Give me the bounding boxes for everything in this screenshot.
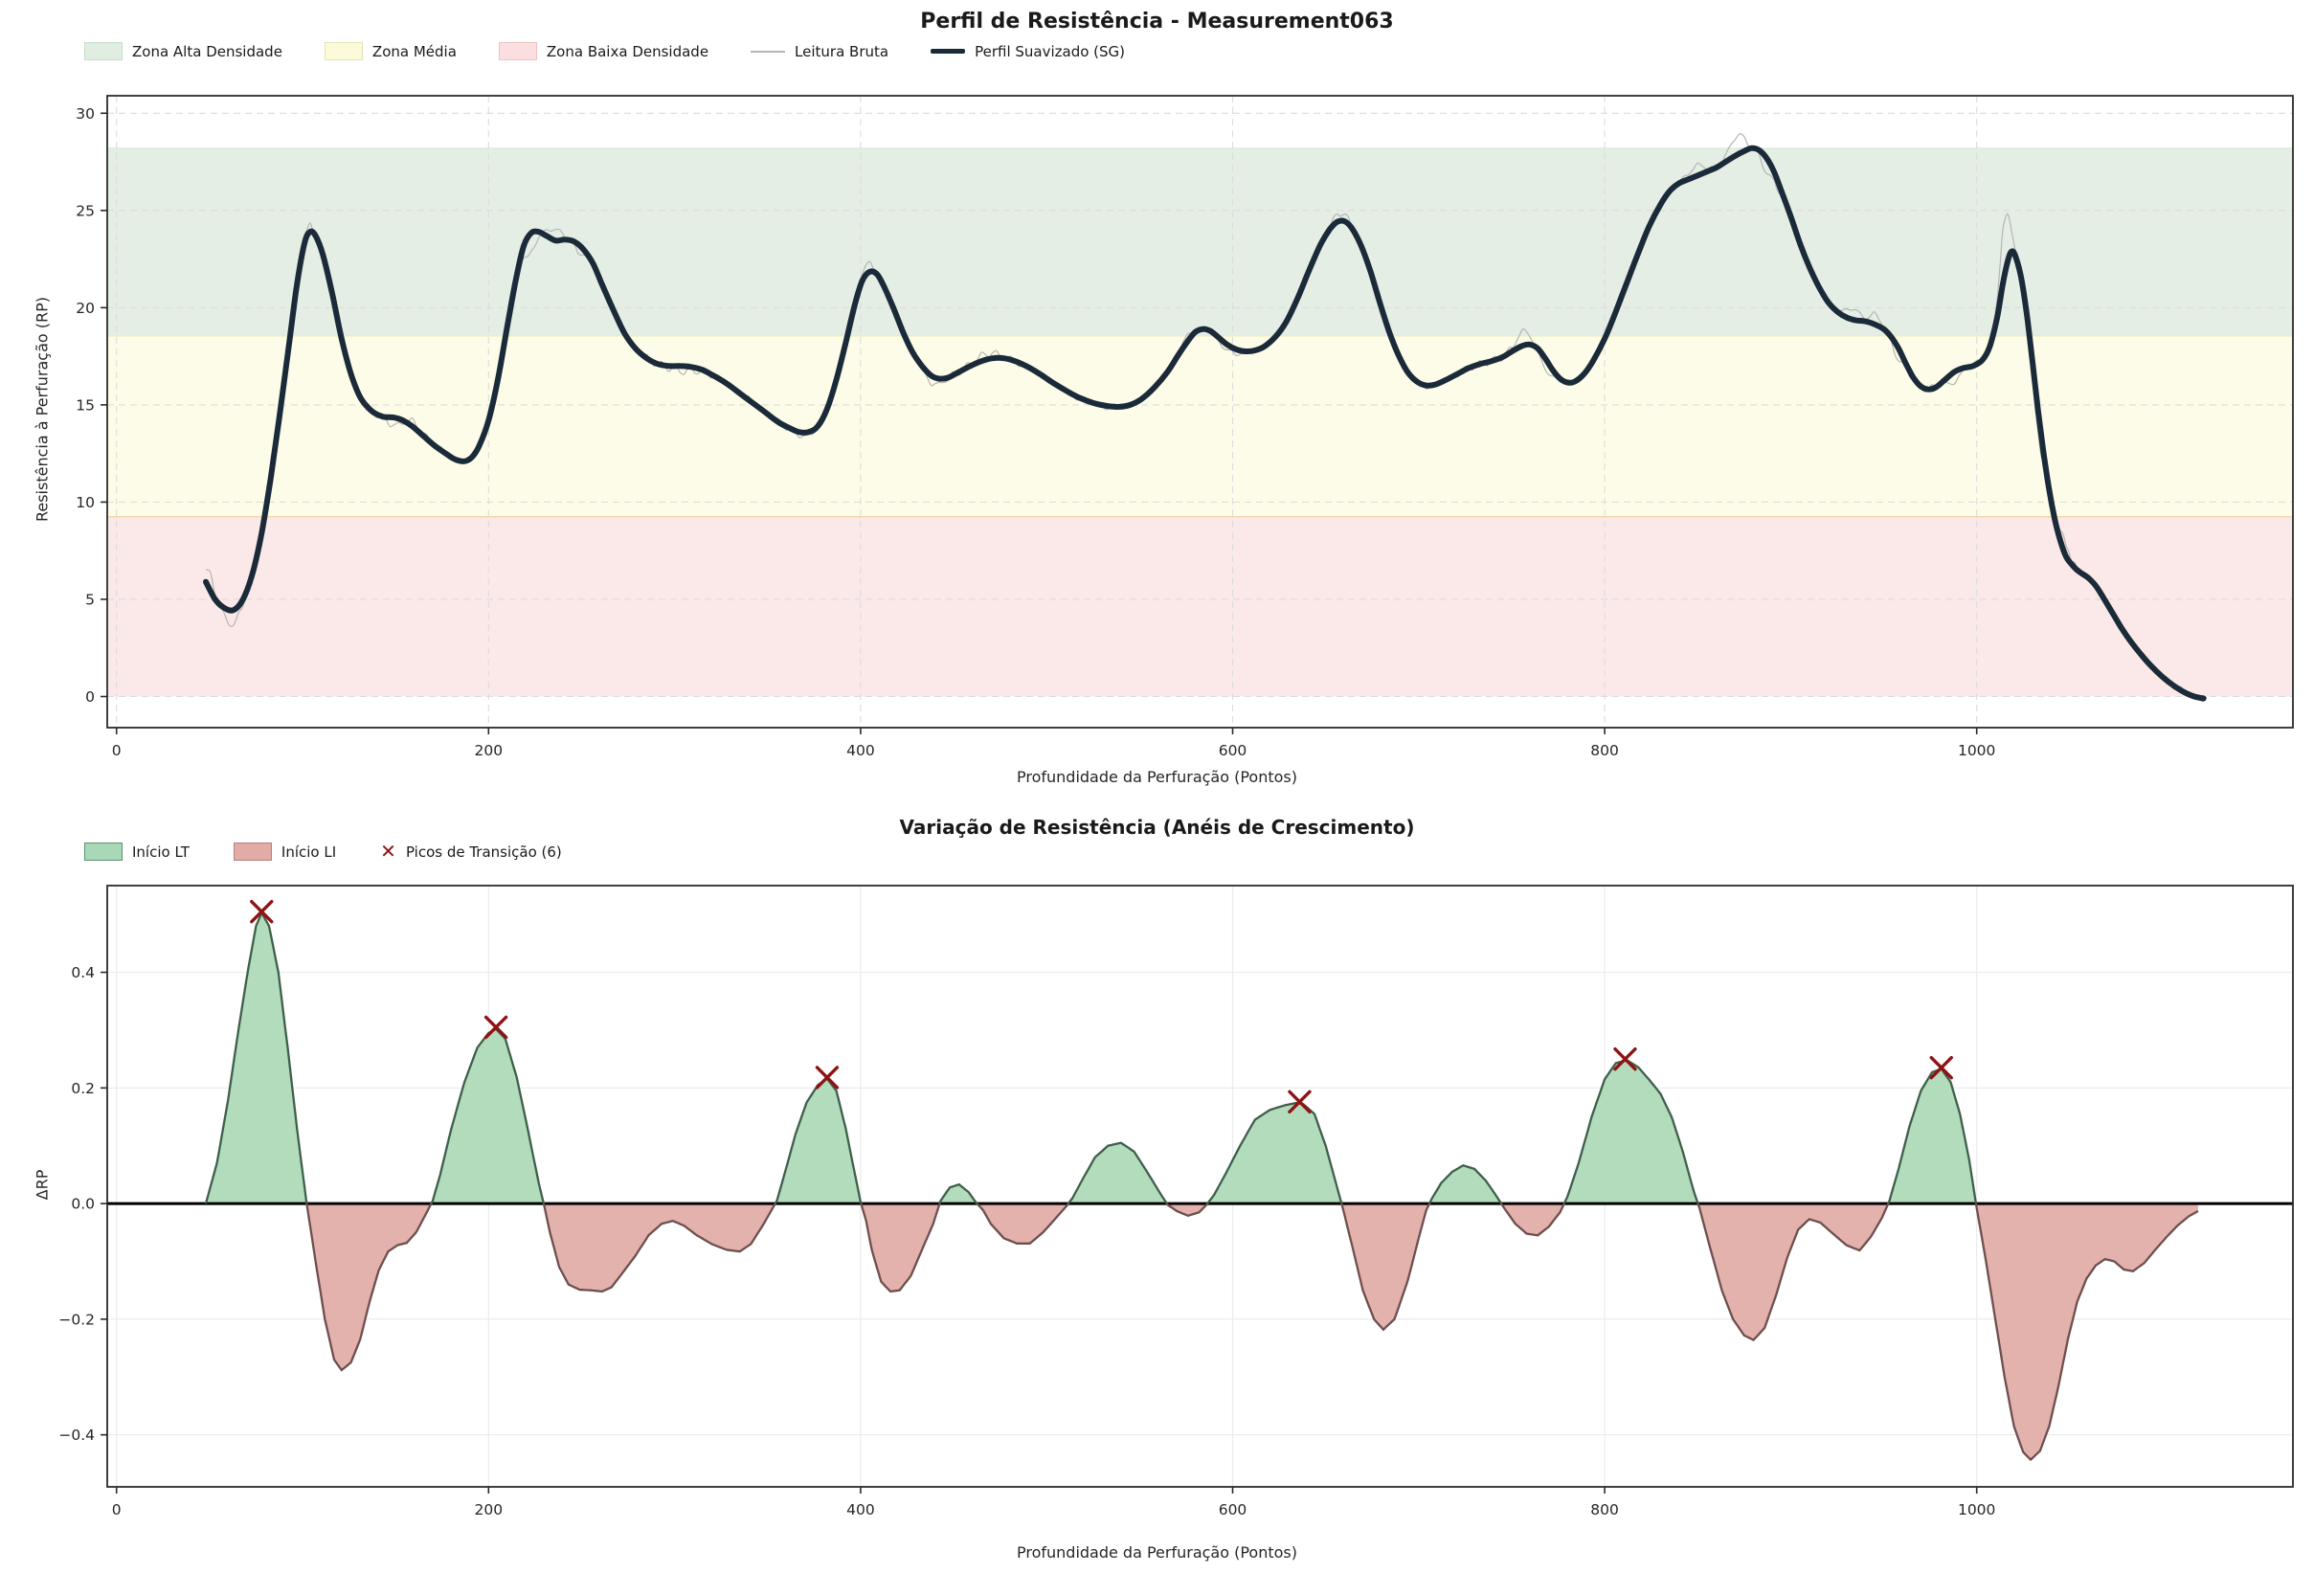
legend-item-zona-baixa: Zona Baixa Densidade bbox=[498, 42, 709, 60]
axes: 0 200 400 600 800 1000 0 5 10 15 20 25 30 bbox=[76, 95, 2294, 759]
resistance-profile-plot bbox=[107, 96, 2293, 728]
svg-text:400: 400 bbox=[846, 742, 875, 759]
legend-item-zona-alta: Zona Alta Densidade bbox=[84, 42, 282, 60]
delta-curve bbox=[1887, 1068, 1978, 1204]
legend-item-picos-transicao: ✕ Picos de Transição (6) bbox=[380, 840, 562, 863]
delta-curve bbox=[204, 910, 308, 1204]
bottom-x-axis-label: Profundidade da Perfuração (Pontos) bbox=[1016, 1543, 1297, 1562]
legend-label: Zona Baixa Densidade bbox=[546, 42, 709, 60]
svg-text:0.4: 0.4 bbox=[71, 964, 95, 981]
svg-text:0: 0 bbox=[112, 1501, 122, 1518]
delta-curve bbox=[938, 1182, 978, 1204]
li-negative-area bbox=[1697, 1203, 1889, 1340]
svg-text:200: 200 bbox=[475, 742, 504, 759]
delta-curve bbox=[1206, 1101, 1343, 1204]
delta-curve bbox=[1067, 1141, 1168, 1204]
axes: 0 200 400 600 800 1000 0.4 0.2 0.0 −0.2 −0.4 bbox=[58, 885, 2294, 1518]
smoothed-line-swatch bbox=[931, 49, 966, 54]
lt-positive-area bbox=[1563, 1060, 1698, 1204]
lt-positive-area bbox=[431, 1028, 544, 1204]
legend-label: Zona Alta Densidade bbox=[132, 42, 282, 60]
svg-text:−0.2: −0.2 bbox=[58, 1311, 95, 1328]
li-negative-area bbox=[1975, 1203, 2198, 1460]
legend-label: Início LI bbox=[281, 843, 337, 861]
svg-text:0: 0 bbox=[85, 688, 95, 706]
svg-text:5: 5 bbox=[85, 591, 95, 608]
li-negative-area bbox=[1341, 1203, 1430, 1330]
lt-positive-area bbox=[1429, 1165, 1502, 1204]
top-gridlines bbox=[107, 96, 2293, 728]
bottom-chart-title: Variação de Resistência (Anéis de Cresci… bbox=[899, 816, 1415, 839]
legend-label: Leitura Bruta bbox=[795, 42, 889, 60]
svg-text:1000: 1000 bbox=[1958, 1501, 1995, 1518]
zone-band bbox=[107, 147, 2293, 336]
lt-positive-area bbox=[1207, 1103, 1342, 1204]
delta-rp-plot bbox=[107, 886, 2293, 1487]
smoothed-profile-line bbox=[203, 145, 2207, 702]
delta-curve bbox=[1974, 1203, 2199, 1462]
delta-curve bbox=[305, 1203, 433, 1372]
legend-item-perfil-suavizado: Perfil Suavizado (SG) bbox=[931, 43, 1125, 60]
lt-positive-area bbox=[1888, 1068, 1976, 1204]
legend-label: Perfil Suavizado (SG) bbox=[975, 42, 1126, 60]
lt-positive-area bbox=[206, 912, 307, 1204]
legend-label: Início LT bbox=[132, 843, 190, 861]
delta-curve bbox=[1428, 1164, 1503, 1204]
legend-label: Picos de Transição (6) bbox=[405, 843, 562, 861]
zona-alta-swatch bbox=[84, 42, 123, 60]
delta-curve bbox=[542, 1203, 776, 1293]
delta-curve bbox=[1696, 1203, 1890, 1342]
delta-curve bbox=[1340, 1203, 1431, 1332]
svg-text:1000: 1000 bbox=[1958, 742, 1995, 759]
svg-text:800: 800 bbox=[1590, 742, 1619, 759]
delta-curve bbox=[1165, 1203, 1209, 1218]
zona-media-swatch bbox=[324, 42, 363, 60]
inicio-lt-swatch bbox=[84, 843, 123, 861]
zona-baixa-swatch bbox=[498, 42, 537, 60]
top-chart-title: Perfil de Resistência - Measurement063 bbox=[920, 10, 1394, 34]
lt-positive-area bbox=[775, 1078, 862, 1204]
svg-text:600: 600 bbox=[1219, 1501, 1247, 1518]
legend-item-leitura-bruta: Leitura Bruta bbox=[751, 43, 888, 60]
delta-curve bbox=[976, 1203, 1069, 1245]
svg-text:0.2: 0.2 bbox=[71, 1080, 95, 1097]
li-negative-area bbox=[306, 1203, 432, 1370]
zone-band bbox=[107, 335, 2293, 517]
zone-band bbox=[107, 516, 2293, 697]
svg-text:15: 15 bbox=[76, 396, 95, 414]
svg-text:0.0: 0.0 bbox=[71, 1196, 95, 1213]
delta-curve bbox=[860, 1203, 941, 1293]
svg-text:400: 400 bbox=[846, 1501, 875, 1518]
li-negative-area bbox=[543, 1203, 775, 1292]
legend-item-inicio-li: Início LI bbox=[233, 843, 337, 861]
li-negative-area bbox=[861, 1203, 940, 1292]
svg-text:600: 600 bbox=[1219, 742, 1247, 759]
x-marker-icon: ✕ bbox=[380, 840, 396, 863]
legend-item-zona-media: Zona Média bbox=[324, 42, 457, 60]
lt-positive-area bbox=[1067, 1142, 1167, 1204]
bottom-chart-legend: Início LT Início LI ✕ Picos de Transição… bbox=[84, 840, 562, 863]
transition-peak-markers bbox=[250, 899, 1953, 1114]
svg-text:0: 0 bbox=[112, 742, 122, 759]
svg-text:20: 20 bbox=[76, 300, 95, 317]
svg-text:800: 800 bbox=[1590, 1501, 1619, 1518]
svg-text:30: 30 bbox=[76, 105, 95, 123]
svg-text:−0.4: −0.4 bbox=[58, 1427, 95, 1444]
legend-label: Zona Média bbox=[371, 42, 457, 60]
top-x-axis-label: Profundidade da Perfuração (Pontos) bbox=[1016, 768, 1297, 786]
svg-text:200: 200 bbox=[475, 1501, 504, 1518]
raw-line-swatch bbox=[751, 50, 786, 53]
svg-text:25: 25 bbox=[76, 202, 95, 219]
delta-curve bbox=[1500, 1203, 1565, 1237]
legend-item-inicio-lt: Início LT bbox=[84, 843, 190, 861]
svg-text:10: 10 bbox=[76, 494, 95, 511]
li-negative-area bbox=[1501, 1203, 1564, 1236]
inicio-li-swatch bbox=[233, 843, 272, 861]
top-chart-legend: Zona Alta Densidade Zona Média Zona Baix… bbox=[84, 42, 1125, 60]
